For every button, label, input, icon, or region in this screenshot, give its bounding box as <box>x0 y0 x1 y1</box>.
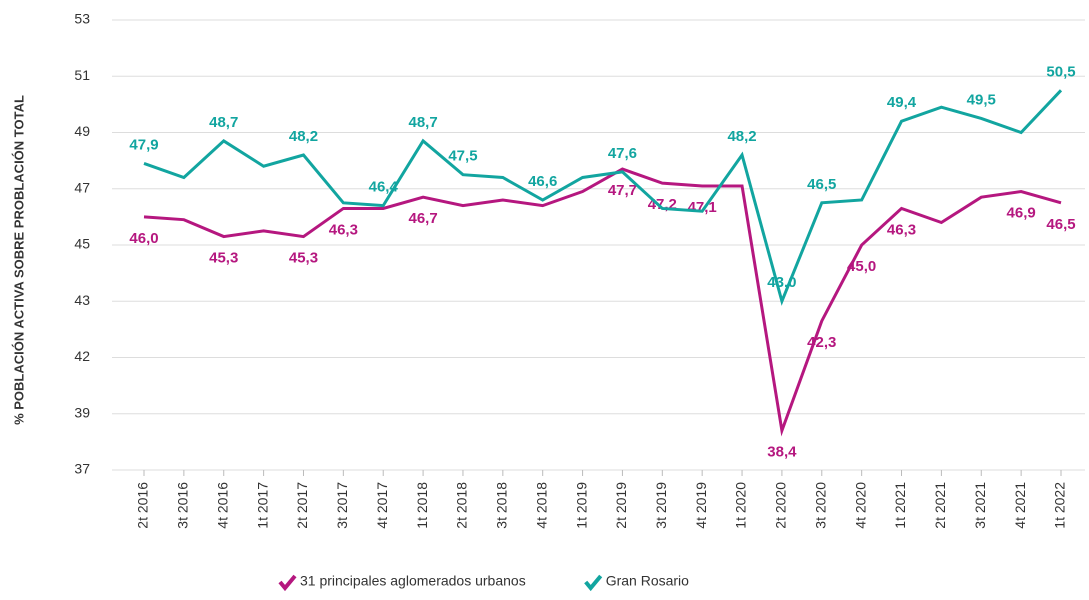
x-tick-label: 3t 2020 <box>812 482 828 529</box>
x-tick-label: 1t 2018 <box>414 482 430 529</box>
x-tick-label: 4t 2019 <box>693 482 709 529</box>
y-axis-label: % POBLACIÓN ACTIVA SOBRE PROBLACIÓN TOTA… <box>11 95 26 425</box>
y-tick-label: 37 <box>74 461 90 477</box>
x-tick-label: 2t 2016 <box>135 482 151 529</box>
x-tick-label: 1t 2017 <box>254 482 270 529</box>
value-label: 46,3 <box>329 221 358 238</box>
legend-label: Gran Rosario <box>606 573 689 589</box>
x-tick-label: 4t 2016 <box>214 482 230 529</box>
value-label: 46,5 <box>1046 216 1075 233</box>
x-tick-label: 1t 2019 <box>573 482 589 529</box>
x-tick-label: 3t 2019 <box>653 482 669 529</box>
y-tick-label: 47 <box>74 179 90 195</box>
value-label: 47,6 <box>608 145 637 162</box>
value-label: 48,2 <box>727 128 756 145</box>
y-tick-label: 39 <box>74 404 90 420</box>
y-tick-label: 49 <box>74 123 90 139</box>
value-label: 47,9 <box>129 136 158 153</box>
x-tick-label: 2t 2018 <box>454 482 470 529</box>
value-label: 46,7 <box>408 210 437 227</box>
x-tick-label: 3t 2021 <box>972 482 988 529</box>
value-label: 45,3 <box>209 250 238 267</box>
x-tick-label: 1t 2022 <box>1052 482 1068 529</box>
value-label: 49,5 <box>967 91 996 108</box>
x-tick-label: 1t 2021 <box>892 482 908 529</box>
x-tick-label: 4t 2018 <box>533 482 549 529</box>
legend-icon <box>278 574 297 592</box>
x-tick-label: 2t 2017 <box>294 482 310 529</box>
x-tick-label: 3t 2016 <box>175 482 191 529</box>
value-label: 49,4 <box>887 94 917 111</box>
value-label: 46,3 <box>887 221 916 238</box>
value-label: 47,1 <box>688 199 717 216</box>
legend-icon <box>584 574 603 592</box>
x-tick-label: 4t 2017 <box>374 482 390 529</box>
value-label: 38,4 <box>767 444 797 461</box>
y-tick-label: 45 <box>74 236 90 252</box>
value-label: 48,7 <box>408 114 437 131</box>
value-label: 46,0 <box>129 230 158 247</box>
x-tick-label: 4t 2020 <box>852 482 868 529</box>
y-tick-label: 43 <box>74 292 90 308</box>
value-label: 46,9 <box>1007 205 1036 222</box>
value-label: 48,2 <box>289 128 318 145</box>
x-tick-label: 3t 2018 <box>494 482 510 529</box>
x-tick-label: 2t 2020 <box>773 482 789 529</box>
value-label: 46,5 <box>807 176 836 193</box>
value-label: 48,7 <box>209 114 238 131</box>
value-label: 47,5 <box>448 148 477 165</box>
value-label: 42,3 <box>807 334 836 351</box>
series-line <box>143 167 1062 437</box>
x-tick-label: 1t 2020 <box>733 482 749 529</box>
value-label: 46,4 <box>369 179 399 196</box>
y-tick-label: 51 <box>74 67 90 83</box>
series-line <box>143 89 1063 306</box>
value-label: 45,0 <box>847 258 876 275</box>
value-label: 47,7 <box>608 182 637 199</box>
value-label: 43,0 <box>767 274 796 291</box>
value-label: 50,5 <box>1046 63 1075 80</box>
x-tick-label: 4t 2021 <box>1012 482 1028 529</box>
x-tick-label: 2t 2019 <box>613 482 629 529</box>
x-tick-label: 2t 2021 <box>932 482 948 529</box>
y-tick-label: 42 <box>74 348 90 364</box>
legend-label: 31 principales aglomerados urbanos <box>300 573 526 589</box>
x-tick-label: 3t 2017 <box>334 482 350 529</box>
value-label: 45,3 <box>289 250 318 267</box>
y-tick-label: 53 <box>74 11 90 27</box>
value-label: 46,6 <box>528 173 557 190</box>
